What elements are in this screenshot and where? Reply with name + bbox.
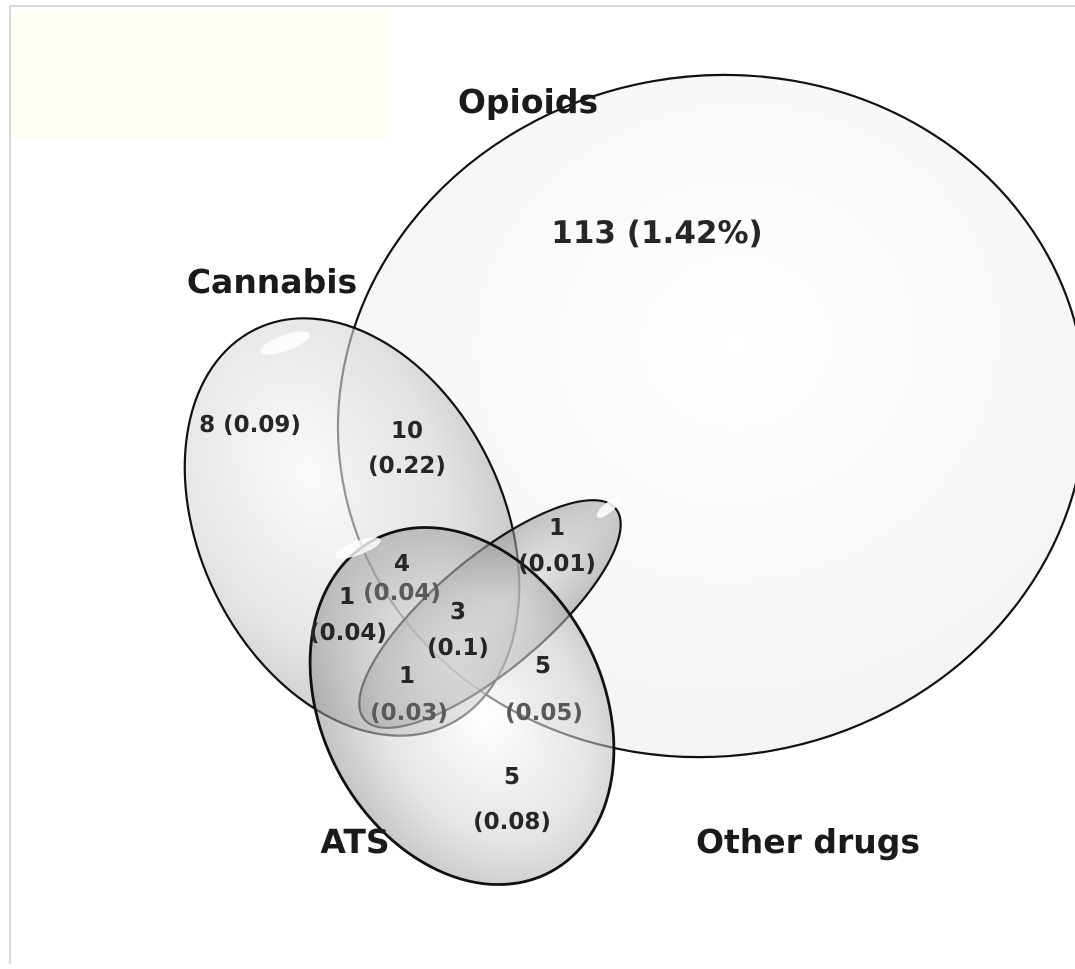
- background-tint: [10, 10, 390, 140]
- cannabis-highlight: [260, 331, 310, 355]
- ats-only-count: 5: [504, 764, 520, 790]
- all-four-count: 3: [450, 599, 466, 625]
- other-opioids-percent: (0.01): [518, 551, 596, 577]
- cannabis-ats-percent: (0.04): [309, 620, 387, 646]
- ats-opioids-percent: (0.05): [505, 700, 583, 726]
- all-four-percent: (0.1): [427, 635, 489, 661]
- ats-label: ATS: [320, 822, 389, 861]
- opioids-only-value: 113 (1.42%): [551, 215, 762, 251]
- cannabis-ats-opioids-percent: (0.04): [363, 580, 441, 606]
- cannabis-opioids-count: 10: [391, 418, 423, 444]
- cannabis-only-value: 8 (0.09): [199, 412, 301, 438]
- ats-only-percent: (0.08): [473, 809, 551, 835]
- ats-highlight: [335, 537, 381, 559]
- other-opioids-count: 1: [549, 515, 565, 541]
- cannabis-ats-opioids-count: 4: [394, 551, 410, 577]
- other-highlight: [596, 498, 620, 518]
- cannabis-ats-other-count: 1: [399, 663, 415, 689]
- cannabis-opioids-percent: (0.22): [368, 453, 446, 479]
- cannabis-ats-other-percent: (0.03): [370, 700, 448, 726]
- ats-opioids-count: 5: [535, 653, 551, 679]
- opioids-label: Opioids: [458, 82, 598, 121]
- other-drugs-label: Other drugs: [696, 822, 920, 861]
- cannabis-ats-count: 1: [339, 584, 355, 610]
- cannabis-label: Cannabis: [187, 262, 357, 301]
